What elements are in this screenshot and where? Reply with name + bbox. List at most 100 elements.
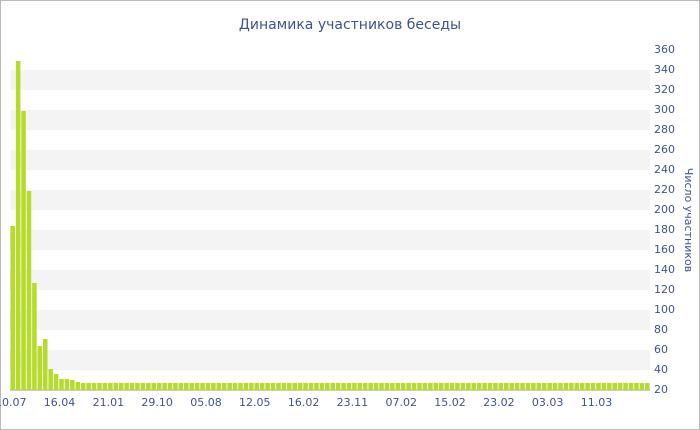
bar	[525, 383, 531, 390]
y-tick-label: 60	[654, 343, 668, 356]
y-tick-label: 140	[654, 263, 675, 276]
bar	[53, 374, 59, 390]
bar	[417, 383, 422, 390]
bar	[379, 383, 384, 390]
bar	[596, 383, 601, 390]
x-tick-label: 15.02	[434, 396, 466, 409]
bar	[80, 383, 86, 390]
bar	[243, 383, 249, 390]
bar	[102, 383, 108, 390]
bar	[352, 383, 357, 390]
x-tick-label: 16.04	[44, 396, 76, 409]
bar	[10, 226, 15, 390]
grid-band	[10, 270, 650, 290]
y-tick-label: 360	[654, 43, 675, 56]
y-tick-label: 260	[654, 143, 675, 156]
bar	[86, 383, 91, 390]
bar	[541, 383, 547, 390]
bar	[276, 383, 281, 390]
x-tick-label: 23.11	[337, 396, 369, 409]
bar	[113, 383, 119, 390]
bar	[97, 383, 102, 390]
bar	[162, 383, 167, 390]
bar	[362, 383, 368, 390]
bar	[216, 383, 222, 390]
y-tick-label: 40	[654, 363, 668, 376]
y-tick-label: 240	[654, 163, 675, 176]
grid-band	[10, 150, 650, 170]
bar	[26, 191, 32, 390]
bar	[205, 383, 211, 390]
bar	[341, 383, 346, 390]
bar	[558, 383, 563, 390]
y-tick-label: 200	[654, 203, 675, 216]
x-tick-label: 07.02	[385, 396, 417, 409]
grid-band	[10, 190, 650, 210]
bar	[563, 383, 569, 390]
bar	[64, 379, 70, 390]
bar	[634, 383, 639, 390]
bar	[390, 383, 395, 390]
bar	[422, 383, 428, 390]
bar	[238, 383, 243, 390]
y-tick-label: 100	[654, 303, 675, 316]
bar	[552, 383, 558, 390]
bar	[319, 383, 325, 390]
y-tick-label: 160	[654, 243, 675, 256]
bar	[460, 383, 466, 390]
bar	[493, 383, 498, 390]
bar	[357, 383, 363, 390]
bar	[42, 339, 48, 390]
bar	[200, 383, 205, 390]
bar	[498, 383, 504, 390]
bar	[438, 383, 444, 390]
bar	[232, 383, 238, 390]
bar	[455, 383, 460, 390]
bar	[297, 383, 303, 390]
bar	[373, 383, 379, 390]
bar	[227, 383, 232, 390]
y-tick-label: 20	[654, 383, 668, 396]
grid-band	[10, 110, 650, 130]
bar	[129, 383, 135, 390]
bar	[476, 383, 482, 390]
bar	[645, 383, 650, 390]
bar	[395, 383, 401, 390]
x-tick-label: 03.03	[532, 396, 564, 409]
x-tick-label: 05.08	[190, 396, 222, 409]
bar	[531, 383, 536, 390]
bar	[428, 383, 433, 390]
y-tick-label: 300	[654, 103, 675, 116]
x-tick-label: 21.01	[93, 396, 125, 409]
grid-band	[10, 350, 650, 370]
bar	[146, 383, 151, 390]
bar	[167, 383, 173, 390]
bar	[173, 383, 178, 390]
grid-band	[10, 230, 650, 250]
bar	[303, 383, 308, 390]
bar	[607, 383, 612, 390]
bar	[70, 380, 75, 390]
bar	[482, 383, 487, 390]
bar	[612, 383, 618, 390]
bar	[330, 383, 335, 390]
bar	[124, 383, 129, 390]
bar	[281, 383, 287, 390]
y-tick-label: 180	[654, 223, 675, 236]
x-tick-label: 10.07	[0, 396, 26, 409]
bar	[37, 346, 43, 390]
bar	[617, 383, 623, 390]
bar	[308, 383, 314, 390]
bar	[249, 383, 254, 390]
chart-title: Динамика участников беседы	[239, 17, 461, 33]
y-tick-label: 220	[654, 183, 675, 196]
x-tick-label: 23.02	[483, 396, 515, 409]
bar	[211, 383, 216, 390]
bar	[411, 383, 417, 390]
bar	[151, 383, 157, 390]
y-axis-label: Число участников	[682, 168, 695, 272]
bar	[466, 383, 471, 390]
bar	[270, 383, 276, 390]
y-tick-label: 80	[654, 323, 668, 336]
bar	[189, 383, 194, 390]
